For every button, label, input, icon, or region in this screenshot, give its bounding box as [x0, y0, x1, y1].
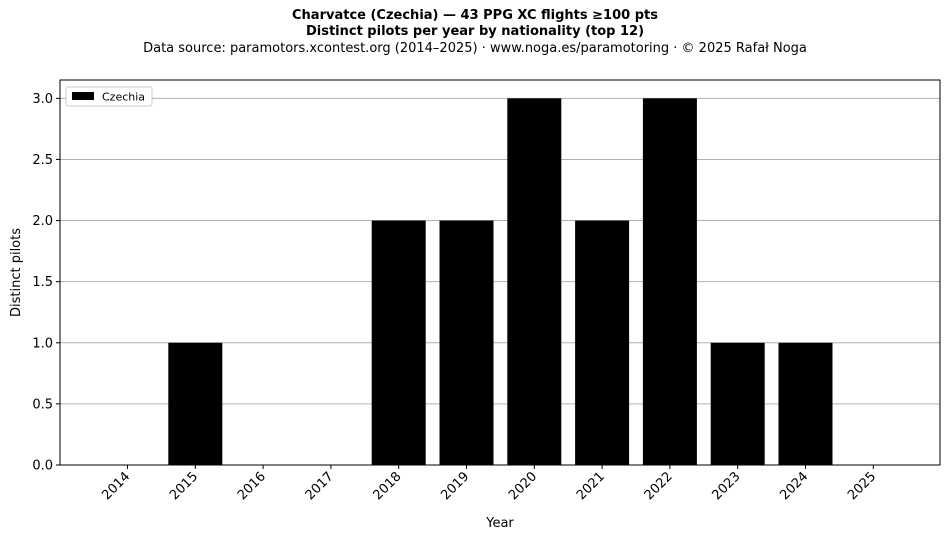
y-tick-label: 2.0 [32, 214, 53, 229]
chart-titles: Charvatce (Czechia) — 43 PPG XC flights … [0, 8, 950, 58]
y-axis-label: Distinct pilots [9, 228, 24, 317]
bar-2024 [778, 342, 833, 465]
x-tick-label: 2023 [710, 469, 744, 503]
y-tick-label: 1.5 [32, 275, 53, 290]
y-tick-label: 2.5 [32, 153, 53, 168]
chart-subtitle: Distinct pilots per year by nationality … [305, 24, 645, 39]
x-tick-label: 2020 [506, 469, 540, 503]
legend: Czechia [65, 86, 153, 107]
bar-2022 [642, 98, 697, 465]
x-tick-label: 2018 [371, 469, 405, 503]
bars [168, 98, 833, 465]
y-tick-label: 0.5 [32, 397, 53, 412]
x-tick-label: 2024 [777, 469, 811, 503]
legend-label: Czechia [102, 91, 145, 104]
x-axis-label: Year [485, 516, 514, 531]
x-tick-label: 2015 [167, 469, 201, 503]
bar-2015 [168, 342, 223, 465]
x-axis: 2014 2015 2016 2017 2018 2019 2020 2021 2022 2023… [99, 465, 879, 503]
x-tick-label: 2016 [235, 469, 269, 503]
bar-2018 [371, 220, 426, 465]
bar-2020 [507, 98, 562, 465]
bar-2019 [439, 220, 494, 465]
chart-title: Charvatce (Czechia) — 43 PPG XC flights … [292, 8, 658, 23]
y-axis: 0.0 0.5 1.0 1.5 2.0 2.5 3.0 [32, 92, 60, 474]
x-tick-label: 2019 [438, 469, 472, 503]
legend-swatch [72, 92, 94, 100]
x-tick-label: 2022 [642, 469, 676, 503]
x-tick-label: 2014 [99, 469, 133, 503]
bar-2021 [575, 220, 630, 465]
y-tick-label: 0.0 [32, 459, 53, 474]
bar-2023 [710, 342, 765, 465]
y-tick-label: 1.0 [32, 336, 53, 351]
y-tick-label: 3.0 [32, 92, 53, 107]
x-tick-label: 2017 [303, 469, 337, 503]
x-tick-label: 2025 [845, 469, 879, 503]
plot-frame [59, 79, 941, 466]
legend-box [65, 86, 153, 107]
x-tick-label: 2021 [574, 469, 608, 503]
chart-source: Data source: paramotors.xcontest.org (20… [143, 41, 807, 56]
